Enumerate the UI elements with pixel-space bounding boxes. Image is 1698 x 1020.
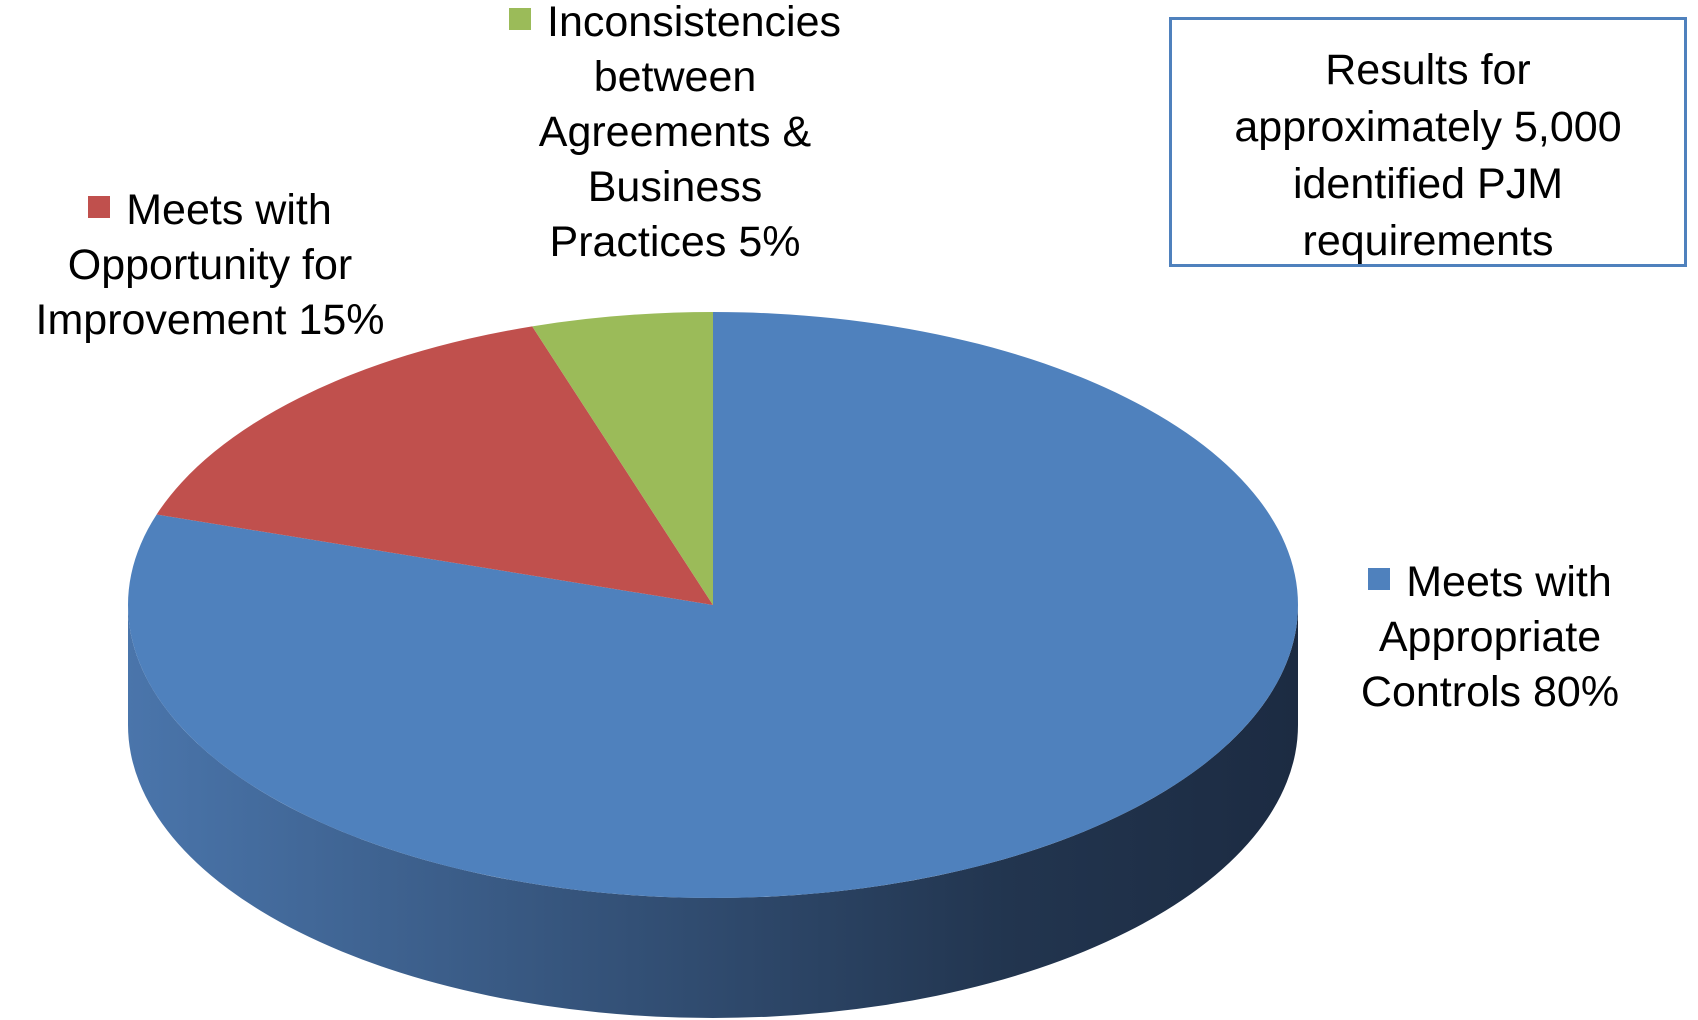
data-label: Inconsistencies between Agreements & Bus… bbox=[500, 0, 850, 270]
annotation: Results for approximately 5,000 identifi… bbox=[1169, 17, 1687, 267]
category-name: Meets with Appropriate Controls bbox=[1360, 558, 1612, 716]
legend-swatch bbox=[88, 196, 111, 218]
pie-slice bbox=[156, 326, 713, 605]
value-label: 15% bbox=[298, 296, 385, 344]
legend-swatch bbox=[1368, 568, 1391, 590]
value-label: 5% bbox=[738, 218, 801, 266]
data-label: Meets with Appropriate Controls 80% bbox=[1305, 555, 1675, 720]
category-name: Inconsistencies between Agreements & Bus… bbox=[538, 0, 841, 266]
pie-side bbox=[128, 605, 1298, 1018]
pie-slice bbox=[532, 312, 713, 605]
category-name: Meets with Opportunity for Improvement bbox=[35, 186, 353, 344]
data-label: Meets with Opportunity for Improvement 1… bbox=[0, 183, 420, 348]
value-label: 80% bbox=[1533, 668, 1620, 716]
legend-swatch bbox=[509, 8, 531, 30]
